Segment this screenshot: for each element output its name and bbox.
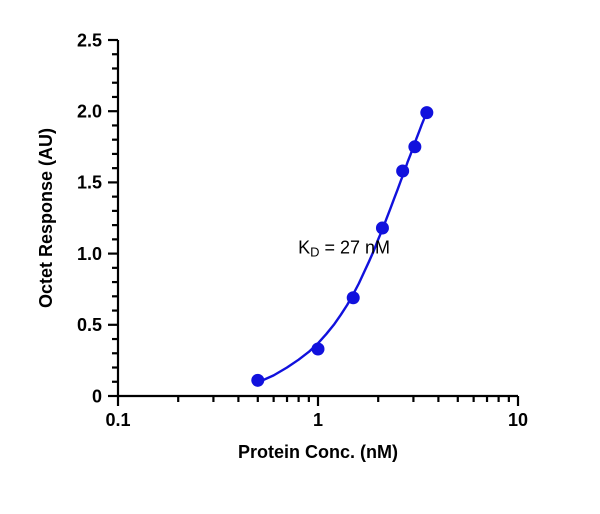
y-tick-label: 0 [92, 386, 102, 406]
y-tick-label: 1.0 [77, 244, 102, 264]
y-tick-label: 1.5 [77, 173, 102, 193]
data-point [408, 140, 421, 153]
chart-container: 0.1 1 10 0 0.5 1.0 1.5 2.0 2.5 Protein Conc. (nM)… [0, 0, 600, 514]
data-point [396, 165, 409, 178]
y-axis-label: Octet Response (AU) [36, 128, 56, 308]
data-point [347, 291, 360, 304]
x-tick-label: 10 [508, 410, 528, 430]
x-tick-label: 0.1 [105, 410, 130, 430]
scatter-chart: 0.1 1 10 0 0.5 1.0 1.5 2.0 2.5 Protein Conc. (nM)… [0, 0, 600, 514]
y-tick-label: 2.5 [77, 30, 102, 50]
data-point [312, 343, 325, 356]
data-point [251, 374, 264, 387]
x-tick-label: 1 [313, 410, 323, 430]
x-axis-label: Protein Conc. (nM) [238, 442, 398, 462]
data-point [420, 106, 433, 119]
y-tick-label: 0.5 [77, 315, 102, 335]
y-tick-label: 2.0 [77, 102, 102, 122]
data-point [376, 221, 389, 234]
